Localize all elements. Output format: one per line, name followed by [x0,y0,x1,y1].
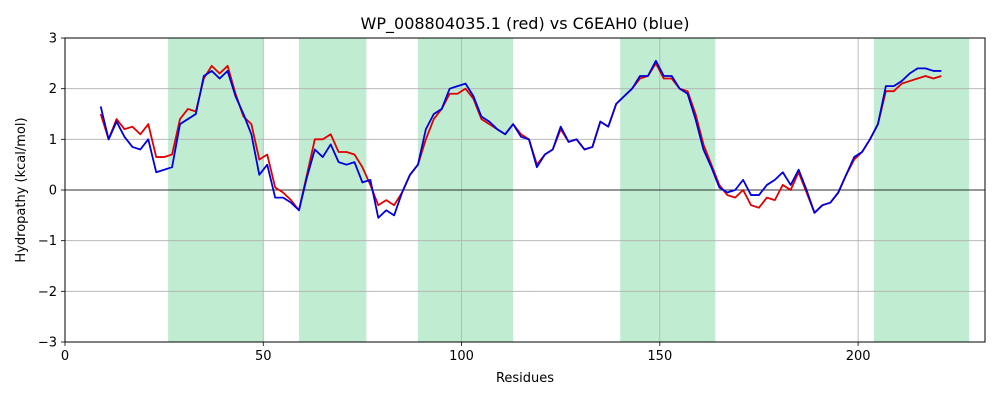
y-tick-label: 1 [49,133,57,148]
x-tick-label: 200 [846,349,871,364]
y-axis-label: Hydropathy (kcal/mol) [14,117,29,262]
y-tick-label: 0 [49,184,57,199]
x-tick-label: 150 [647,349,672,364]
series-lines [99,59,942,219]
y-tick-label: −1 [38,234,57,249]
chart-title: WP_008804035.1 (red) vs C6EAH0 (blue) [361,14,690,34]
y-tick-label: 3 [49,32,57,47]
y-axis-ticks: −3 −2 −1 0 1 2 3 [38,32,65,351]
x-tick-label: 0 [61,349,69,364]
y-tick-label: −2 [38,285,57,300]
x-tick-label: 100 [449,349,474,364]
x-axis-label: Residues [496,371,554,386]
y-tick-label: 2 [49,82,57,97]
x-tick-label: 50 [255,349,272,364]
y-tick-label: −3 [38,336,57,351]
series-line-1 [99,59,942,219]
x-axis-ticks: 0 50 100 150 200 [61,342,871,364]
